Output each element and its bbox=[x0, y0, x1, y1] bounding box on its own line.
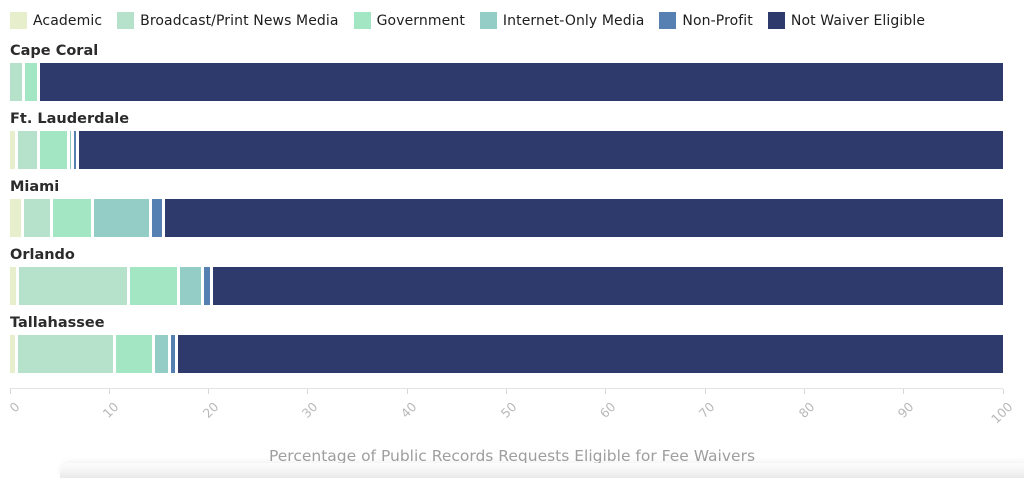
legend-swatch-icon bbox=[117, 12, 135, 29]
axis-tick bbox=[803, 389, 805, 394]
bar-segment[interactable] bbox=[69, 131, 74, 169]
legend-swatch-icon bbox=[659, 12, 677, 29]
axis-tick-label: 80 bbox=[795, 399, 818, 421]
bar-segment[interactable] bbox=[116, 335, 155, 373]
axis-tick bbox=[108, 389, 110, 394]
legend-item: Internet-Only Media bbox=[479, 12, 645, 29]
axis-tick-label: 30 bbox=[298, 399, 321, 421]
axis-tick-label: 10 bbox=[100, 399, 122, 421]
axis-tick bbox=[605, 389, 607, 394]
x-axis-title: Percentage of Public Records Requests El… bbox=[268, 447, 756, 465]
legend-label: Internet-Only Media bbox=[502, 12, 645, 29]
legend-item: Broadcast/Print News Media bbox=[117, 12, 338, 29]
stacked-bar bbox=[10, 267, 1003, 305]
bar-segment[interactable] bbox=[130, 267, 180, 305]
axis-tick-label: 50 bbox=[497, 399, 520, 421]
legend-swatch-icon bbox=[10, 12, 27, 29]
bar-row-label: Orlando bbox=[10, 247, 75, 263]
bar-row: Orlando bbox=[10, 247, 1003, 305]
bar-segment[interactable] bbox=[39, 63, 1003, 101]
legend-swatch-icon bbox=[479, 12, 497, 29]
stacked-bar bbox=[10, 63, 1003, 101]
axis-tick bbox=[704, 389, 706, 394]
axis-tick bbox=[208, 389, 210, 394]
axis-tick-label: 90 bbox=[894, 399, 917, 421]
axis-tick bbox=[406, 389, 408, 394]
axis-tick bbox=[1002, 389, 1004, 394]
stacked-bar bbox=[10, 335, 1003, 373]
axis-tick-label: 60 bbox=[596, 399, 619, 421]
bar-segment[interactable] bbox=[212, 267, 1003, 305]
bar-segment[interactable] bbox=[17, 131, 40, 169]
stacked-bar-chart: Cape Coral Ft. Lauderdale Miami Orlando Tall… bbox=[10, 43, 1003, 373]
axis-tick-label: 20 bbox=[199, 399, 222, 421]
bar-segment[interactable] bbox=[73, 131, 80, 169]
bar-segment[interactable] bbox=[79, 131, 1003, 169]
bar-segment[interactable] bbox=[94, 199, 152, 237]
bar-segment[interactable] bbox=[10, 63, 25, 101]
legend-swatch-icon bbox=[353, 12, 371, 29]
bar-segment[interactable] bbox=[10, 131, 18, 169]
bar-segment[interactable] bbox=[39, 131, 70, 169]
bar-segment[interactable] bbox=[24, 63, 40, 101]
legend-label: Academic bbox=[33, 12, 103, 29]
bar-row-label: Cape Coral bbox=[10, 43, 99, 59]
bar-segment[interactable] bbox=[164, 199, 1003, 237]
bar-row-label: Ft. Lauderdale bbox=[10, 111, 130, 127]
bar-segment[interactable] bbox=[177, 335, 1003, 373]
legend-label: Non-Profit bbox=[682, 12, 753, 29]
bar-segment[interactable] bbox=[23, 199, 53, 237]
axis-tick bbox=[506, 389, 507, 394]
x-axis: 0 10 20 30 40 50 60 70 80 90 100 bbox=[6, 388, 1016, 433]
legend-item: Non-Profit bbox=[659, 12, 753, 29]
axis-tick bbox=[9, 389, 11, 394]
legend: Academic Broadcast/Print News Media Govern… bbox=[0, 0, 1024, 29]
legend-item: Academic bbox=[10, 12, 102, 29]
bar-row-label: Miami bbox=[10, 179, 60, 195]
stacked-bar bbox=[10, 131, 1003, 169]
bar-segment[interactable] bbox=[203, 267, 213, 305]
legend-swatch-icon bbox=[767, 12, 785, 29]
bar-segment[interactable] bbox=[170, 335, 178, 373]
next-card-top-edge bbox=[60, 463, 1024, 478]
bar-segment[interactable] bbox=[10, 199, 24, 237]
bar-row: Ft. Lauderdale bbox=[10, 111, 1003, 169]
stacked-bar bbox=[10, 199, 1003, 237]
axis-tick-label: 70 bbox=[695, 399, 718, 421]
legend-label: Government bbox=[376, 12, 465, 29]
bar-segment[interactable] bbox=[10, 335, 18, 373]
legend-label: Broadcast/Print News Media bbox=[140, 12, 339, 29]
bar-row: Cape Coral bbox=[10, 43, 1003, 101]
axis-tick-label: 0 bbox=[6, 399, 23, 416]
bar-row: Miami bbox=[10, 179, 1003, 237]
bar-segment[interactable] bbox=[17, 335, 117, 373]
bar-segment[interactable] bbox=[52, 199, 95, 237]
bar-segment[interactable] bbox=[179, 267, 204, 305]
legend-item: Not Waiver Eligible bbox=[767, 12, 926, 29]
axis-tick bbox=[307, 389, 309, 394]
axis-tick bbox=[903, 389, 905, 394]
bar-row: Tallahassee bbox=[10, 315, 1003, 373]
bar-row-label: Tallahassee bbox=[10, 315, 105, 331]
bar-segment[interactable] bbox=[18, 267, 131, 305]
bar-segment[interactable] bbox=[154, 335, 171, 373]
legend-label: Not Waiver Eligible bbox=[790, 12, 926, 29]
legend-item: Government bbox=[353, 12, 465, 29]
axis-tick-label: 40 bbox=[397, 399, 420, 421]
axis-tick-label: 100 bbox=[988, 399, 1016, 427]
bar-segment[interactable] bbox=[10, 267, 19, 305]
bar-segment[interactable] bbox=[151, 199, 165, 237]
